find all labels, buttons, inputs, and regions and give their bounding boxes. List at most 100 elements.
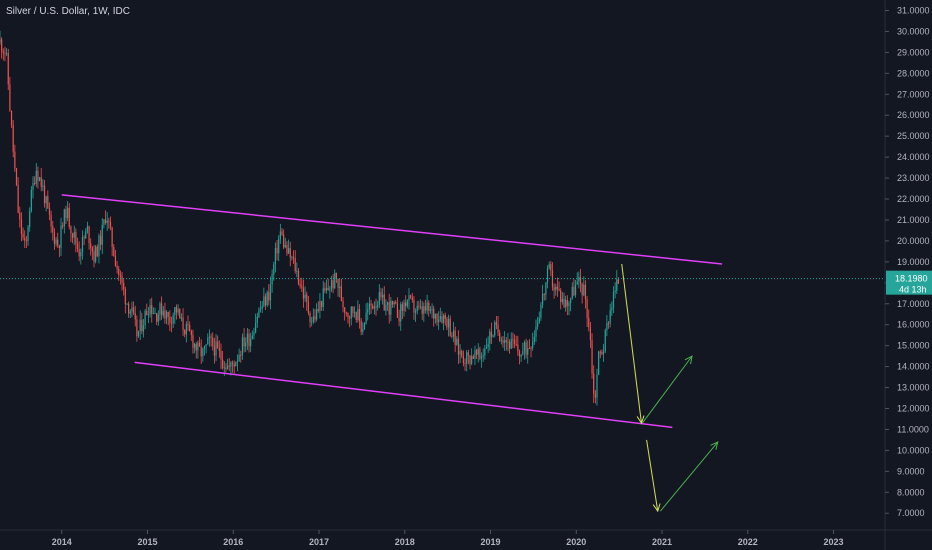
y-tick-label: 11.0000 — [897, 424, 929, 434]
candle-body — [157, 314, 159, 322]
candle-body — [349, 317, 351, 319]
arrow-head — [710, 441, 719, 450]
candle-body — [325, 287, 328, 291]
candle-body — [78, 249, 80, 257]
candle-body — [340, 286, 342, 301]
candle-body — [588, 317, 590, 328]
candle-body — [598, 351, 600, 375]
candle-body — [527, 348, 529, 355]
candle-body — [426, 302, 428, 311]
candle-body — [388, 302, 390, 315]
candle-body — [291, 257, 293, 259]
candle-body — [443, 315, 445, 323]
candle-body — [278, 239, 280, 254]
candle-body — [24, 237, 26, 241]
candle-body — [292, 257, 295, 259]
candle-body — [185, 323, 187, 335]
price-axis[interactable]: 7.0000 8.0000 9.0000 10.0000 11.0000 12.0000 1… — [884, 0, 930, 550]
candle-body — [238, 354, 240, 361]
candle-body — [574, 284, 577, 296]
candle-body — [121, 275, 123, 283]
candle-body — [428, 302, 430, 311]
candle-body — [177, 308, 179, 313]
candle-body — [353, 312, 356, 314]
candle-body — [548, 264, 550, 269]
candle-body — [274, 247, 277, 265]
candle-body — [317, 309, 319, 311]
candle-body — [406, 300, 408, 307]
time-axis[interactable]: 2014 2015 2016 2017 2018 2019 2020 2021 2022 2023 — [0, 529, 932, 547]
candle-body — [269, 284, 272, 301]
candle-body — [545, 282, 547, 295]
candle-body — [241, 337, 244, 355]
candle-body — [98, 235, 100, 257]
y-tick-label: 9.0000 — [897, 466, 925, 476]
candle-body — [208, 336, 211, 338]
candle-body — [296, 270, 298, 272]
candle-body — [451, 335, 453, 337]
candle-body — [151, 305, 153, 314]
candle-body — [174, 307, 176, 316]
candle-body — [476, 350, 478, 355]
candle-body — [522, 351, 524, 355]
candle-body — [164, 310, 166, 319]
candle-body — [116, 265, 118, 269]
candle-body — [505, 340, 507, 343]
candles — [0, 30, 620, 406]
drawings — [61, 194, 723, 513]
candle-body — [510, 339, 512, 349]
candle-body — [228, 365, 230, 367]
candle-body — [1, 39, 3, 52]
channel-upper-line — [61, 194, 723, 265]
candle-body — [15, 168, 18, 186]
candle-body — [507, 341, 509, 343]
candle-body — [197, 342, 199, 351]
candle-body — [508, 341, 511, 349]
candle-body — [75, 232, 77, 244]
candle-body — [555, 286, 557, 291]
candle-body — [76, 243, 79, 250]
arrow-head — [652, 503, 661, 513]
candle-body — [581, 284, 583, 296]
candle-body — [462, 356, 465, 363]
candle-body — [537, 322, 539, 327]
candle-body — [390, 300, 392, 315]
candle-body — [401, 304, 403, 311]
candle-body — [466, 352, 468, 364]
candle-body — [279, 231, 281, 240]
candle-body — [350, 306, 352, 319]
candle-body — [327, 287, 329, 290]
candle-body — [368, 303, 371, 310]
candle-body — [213, 346, 215, 356]
candle-body — [413, 300, 415, 313]
candle-body — [106, 220, 108, 223]
candle-body — [217, 341, 219, 348]
candle-body — [65, 209, 67, 218]
candle-body — [606, 323, 608, 331]
y-tick-label: 13.0000 — [897, 383, 930, 393]
candle-body — [438, 319, 440, 323]
candle-body — [58, 245, 60, 248]
candle-body — [311, 321, 313, 323]
candle-body — [235, 361, 237, 367]
candle-body — [91, 248, 93, 252]
candle-body — [222, 359, 224, 368]
y-tick-label: 28.0000 — [897, 68, 930, 78]
y-tick-label: 12.0000 — [897, 403, 930, 413]
countdown-value: 4d 13h — [899, 285, 927, 295]
candle-body — [365, 312, 367, 324]
candle-body — [190, 330, 192, 336]
candle-body — [385, 304, 387, 311]
candle-body — [611, 307, 613, 311]
candle-body — [268, 292, 270, 301]
last-price-tag-bg — [886, 270, 932, 295]
candle-body — [73, 232, 75, 238]
candle-body — [452, 330, 455, 337]
candle-body — [355, 312, 357, 320]
candle-body — [149, 305, 151, 315]
candle-body — [410, 295, 412, 298]
candle-body — [416, 305, 418, 312]
arrow-head — [684, 355, 693, 365]
candle-body — [34, 183, 36, 185]
